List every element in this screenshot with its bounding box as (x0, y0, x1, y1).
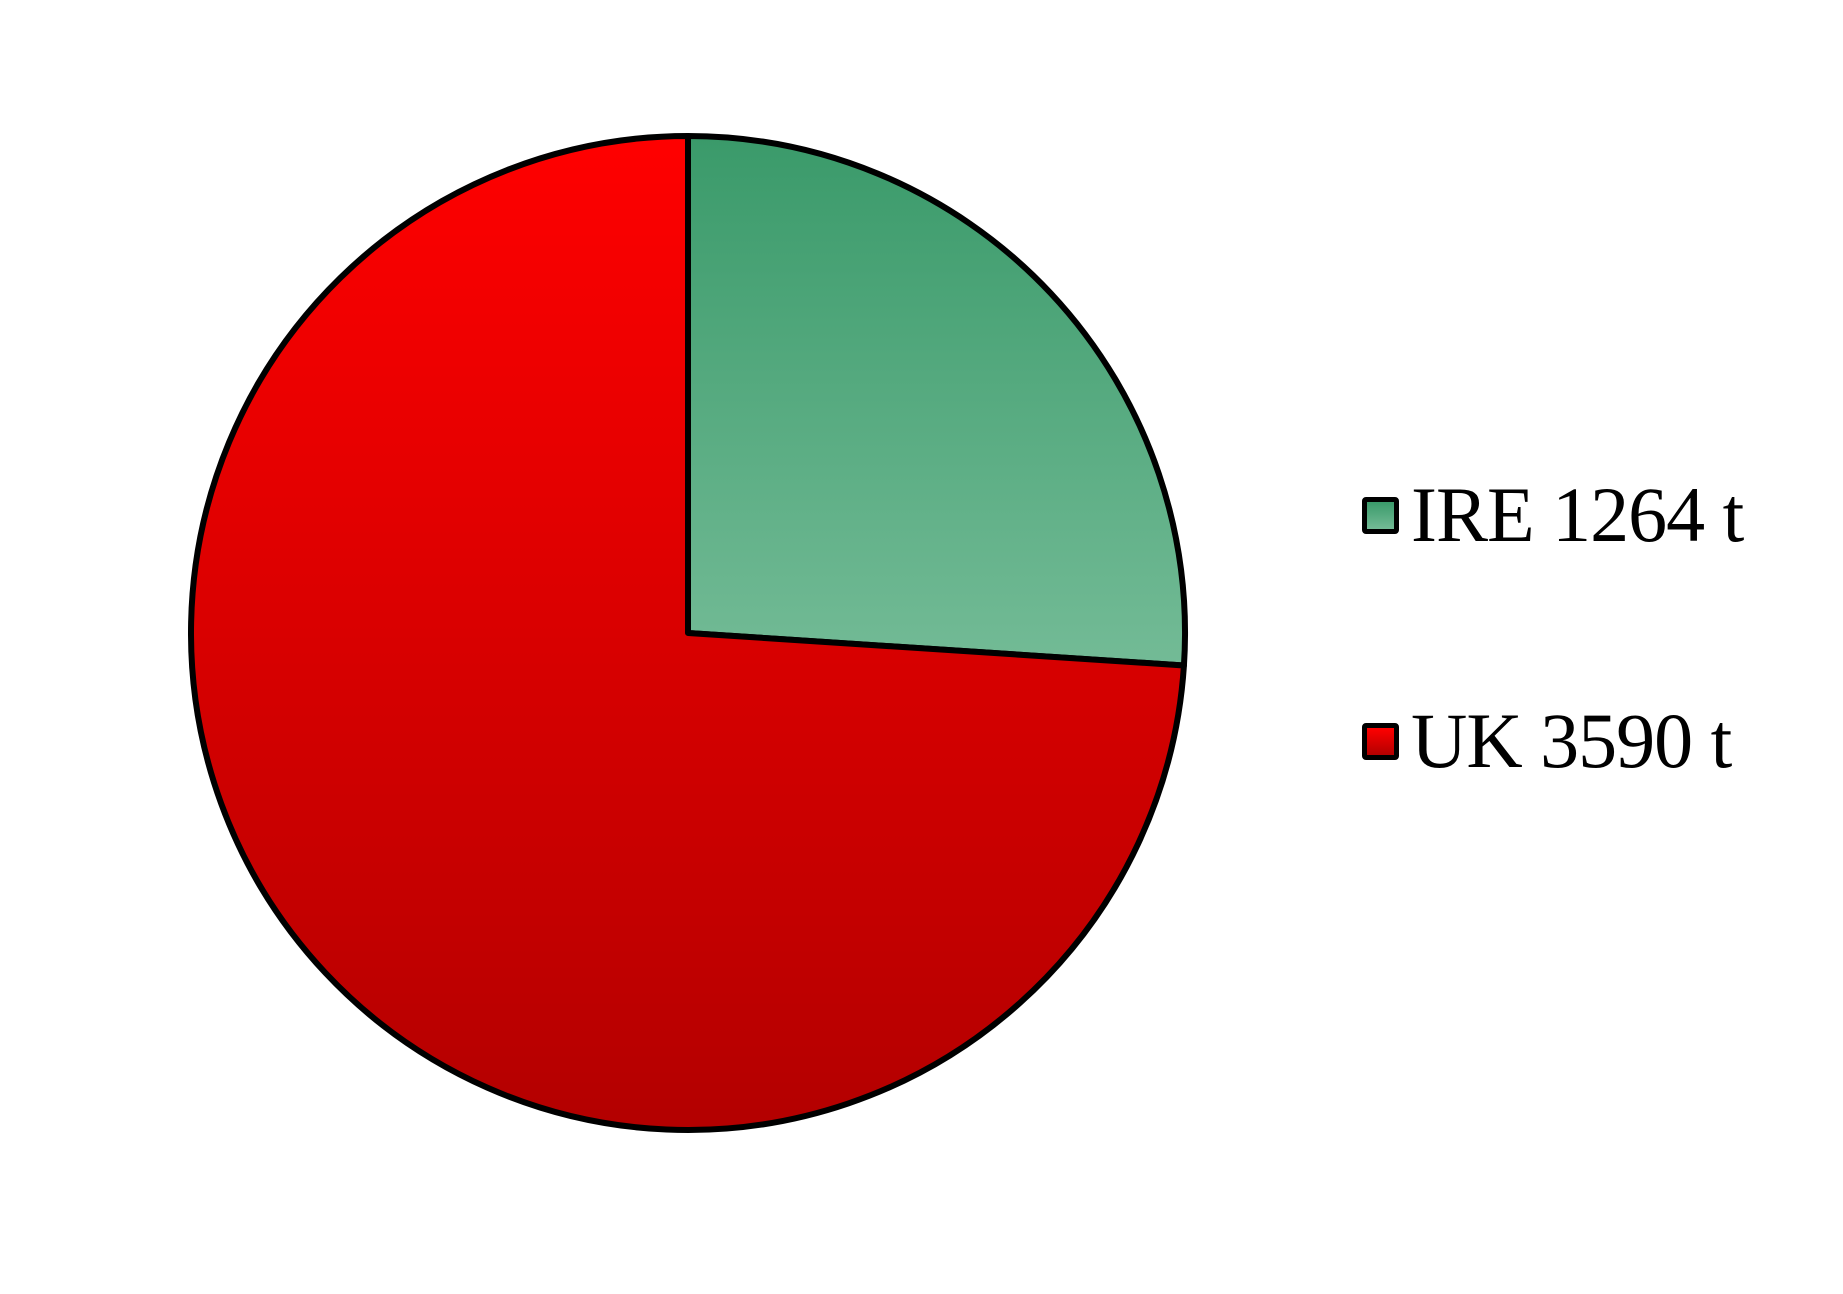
legend-label-uk: UK 3590 t (1411, 697, 1732, 784)
legend-swatch-uk (1362, 722, 1399, 760)
legend-label-ire: IRE 1264 t (1411, 471, 1744, 558)
legend-item-uk: UK 3590 t (1362, 696, 1743, 786)
legend: IRE 1264 t UK 3590 t (1362, 470, 1744, 922)
pie-slice-ire (685, 133, 1188, 669)
legend-item-ire: IRE 1264 t (1362, 470, 1744, 560)
pie-slice-uk (188, 133, 1187, 1133)
legend-swatch-ire (1362, 496, 1399, 534)
pie-slices (188, 133, 1188, 1133)
